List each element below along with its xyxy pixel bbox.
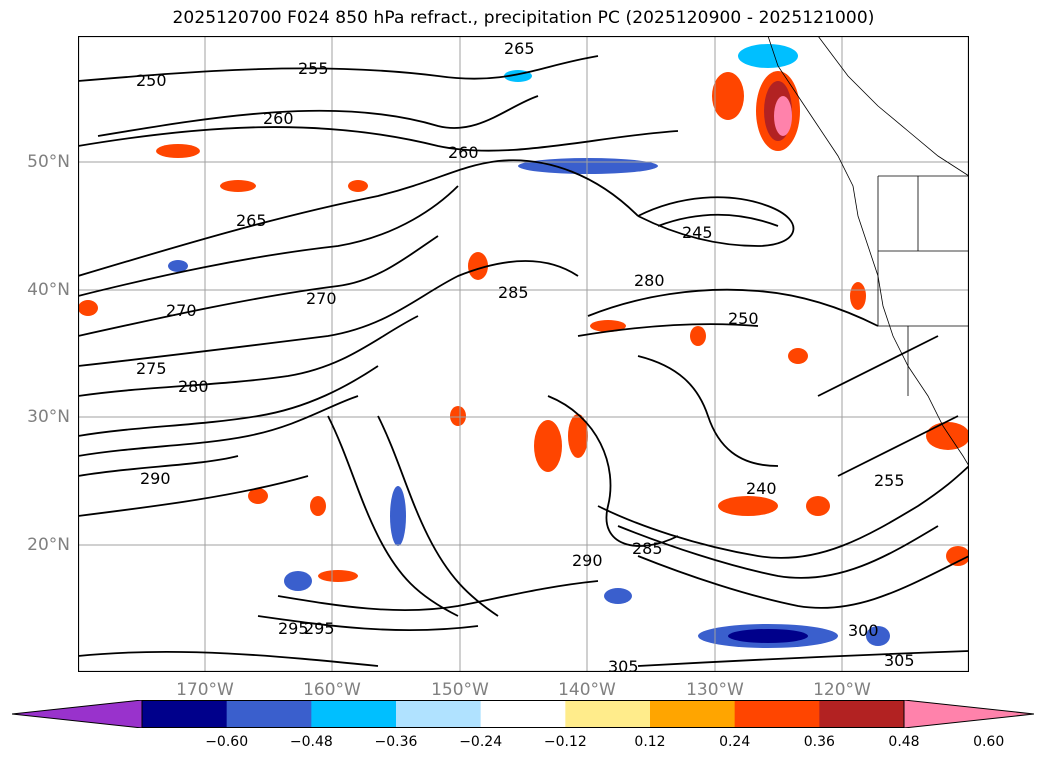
contour-label: 270 (306, 289, 337, 308)
lon-label-160w: 160°W (303, 680, 361, 700)
colorbar-tick-label: −0.12 (543, 734, 587, 750)
colorbar-tick-label: −0.60 (205, 734, 249, 750)
contour-label: 295 (304, 619, 335, 638)
colorbar (12, 700, 1034, 728)
lat-label-50n: 50°N (27, 152, 70, 172)
colorbar-cell (311, 700, 397, 728)
contour-label: 305 (884, 651, 915, 670)
contour-label-group: 250 255 260 265 270 260 265 270 275 280 … (136, 39, 915, 672)
contour-label: 250 (136, 71, 167, 90)
contour-label: 290 (572, 551, 603, 570)
lon-label-130w: 130°W (686, 680, 744, 700)
colorbar-cell (565, 700, 651, 728)
colorbar-cell (480, 700, 566, 728)
colorbar-tick-label: 0.24 (719, 734, 751, 750)
colorbar-tick-label: −0.48 (289, 734, 333, 750)
contour-label: 270 (166, 301, 197, 320)
colorbar-tick-label: 0.36 (803, 734, 835, 750)
contour-label: 280 (178, 377, 209, 396)
lon-label-170w: 170°W (176, 680, 234, 700)
lat-label-40n: 40°N (27, 280, 70, 300)
refractivity-contours (78, 55, 969, 667)
colorbar-tick-label: −0.24 (459, 734, 503, 750)
map-panel: 250 255 260 265 270 260 265 270 275 280 … (78, 36, 969, 672)
coastline (767, 36, 969, 467)
colorbar-cell (142, 700, 228, 728)
contour-label: 260 (448, 143, 479, 162)
contour-label: 245 (682, 223, 713, 242)
contour-label: 280 (634, 271, 665, 290)
contour-label: 295 (278, 619, 309, 638)
lon-label-120w: 120°W (813, 680, 871, 700)
lon-label-150w: 150°W (431, 680, 489, 700)
precip-shading (78, 44, 969, 648)
contour-label: 275 (136, 359, 167, 378)
contour-label: 255 (874, 471, 905, 490)
colorbar-cell (650, 700, 736, 728)
lat-label-20n: 20°N (27, 535, 70, 555)
colorbar-extend-low (12, 700, 143, 728)
map-title: 2025120700 F024 850 hPa refract., precip… (172, 8, 875, 28)
contour-label: 300 (848, 621, 879, 640)
colorbar-tick-label: −0.36 (374, 734, 418, 750)
contour-label: 265 (504, 39, 535, 58)
contour-label: 305 (608, 657, 639, 672)
colorbar-extend-high (903, 700, 1034, 728)
contour-label: 255 (298, 59, 329, 78)
graticule (78, 36, 969, 672)
colorbar-cell (734, 700, 820, 728)
colorbar-cell (396, 700, 482, 728)
contour-label: 285 (498, 283, 529, 302)
colorbar-tick-label: 0.48 (888, 734, 920, 750)
colorbar-cell (226, 700, 312, 728)
colorbar-tick-label: 0.60 (973, 734, 1005, 750)
colorbar-cell (819, 700, 905, 728)
contour-label: 290 (140, 469, 171, 488)
contour-label: 240 (746, 479, 777, 498)
contour-label: 250 (728, 309, 759, 328)
lon-label-140w: 140°W (558, 680, 616, 700)
contour-label: 260 (263, 109, 294, 128)
lat-label-30n: 30°N (27, 407, 70, 427)
colorbar-tick-label: 0.12 (634, 734, 666, 750)
contour-label: 285 (632, 539, 663, 558)
contour-label: 265 (236, 211, 267, 230)
